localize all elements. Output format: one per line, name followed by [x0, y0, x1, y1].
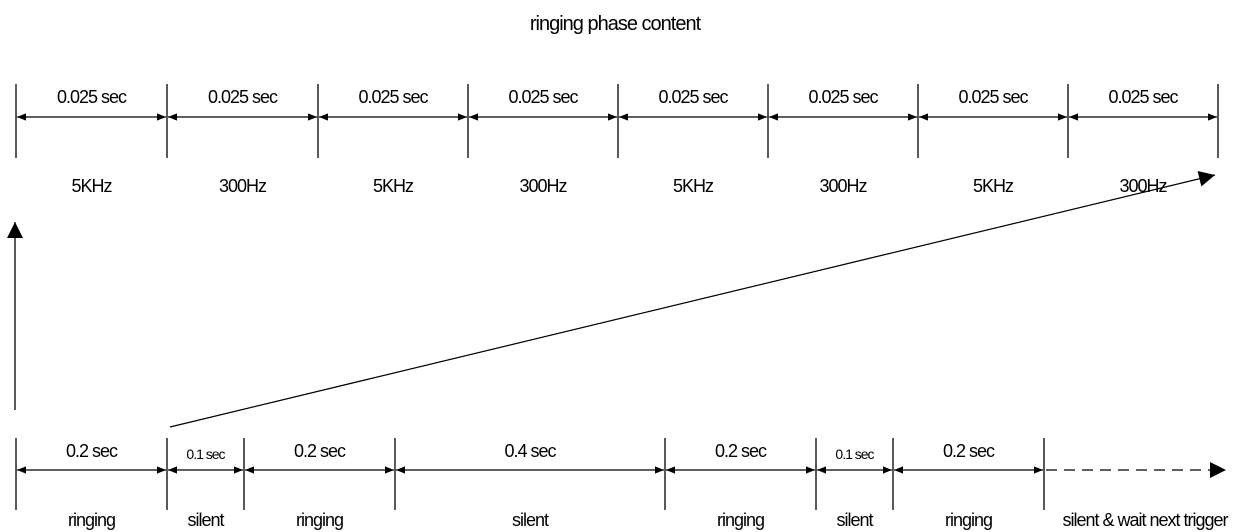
bottom-duration-label: 0.1 sec: [186, 446, 225, 462]
top-frequency-label: 5KHz: [673, 176, 714, 196]
top-duration-label: 0.025 sec: [658, 87, 728, 107]
bottom-state-label: ringing: [296, 510, 343, 530]
bottom-duration-label: 0.2 sec: [715, 441, 767, 461]
bottom-state-label: ringing: [68, 510, 115, 530]
bottom-duration-label: 0.2 sec: [66, 441, 118, 461]
bottom-state-label: silent: [187, 510, 224, 530]
top-frequency-label: 300Hz: [519, 176, 567, 196]
bottom-state-label: silent: [836, 510, 873, 530]
top-row: 0.025 sec 5KHz 0.025 sec 300Hz 0.025 sec 5KHz…: [15, 84, 1219, 196]
bottom-row: 0.2 sec ringing 0.1 sec silent 0.2 sec ringin…: [15, 438, 1230, 530]
top-frequency-label: 5KHz: [973, 176, 1014, 196]
top-duration-label: 0.025 sec: [208, 87, 278, 107]
bottom-duration-label: 0.2 sec: [943, 441, 995, 461]
bottom-state-label: ringing: [717, 510, 764, 530]
top-frequency-label: 300Hz: [1119, 176, 1167, 196]
top-duration-label: 0.025 sec: [958, 87, 1028, 107]
top-duration-label: 0.025 sec: [358, 87, 428, 107]
top-frequency-label: 5KHz: [71, 176, 112, 196]
bottom-duration-label: 0.4 sec: [504, 441, 556, 461]
bottom-state-label: silent: [512, 510, 549, 530]
top-duration-label: 0.025 sec: [57, 87, 127, 107]
top-frequency-label: 300Hz: [219, 176, 267, 196]
bottom-state-label: ringing: [945, 510, 992, 530]
top-frequency-label: 300Hz: [819, 176, 867, 196]
top-duration-label: 0.025 sec: [808, 87, 878, 107]
zoom-connector-arrow: [169, 170, 1216, 428]
diagram-title: ringing phase content: [530, 13, 702, 35]
bottom-duration-label: 0.2 sec: [294, 441, 346, 461]
top-duration-label: 0.025 sec: [508, 87, 578, 107]
top-duration-label: 0.025 sec: [1108, 87, 1178, 107]
top-frequency-label: 5KHz: [373, 176, 414, 196]
tail-state-label: silent & wait next trigger: [1062, 510, 1228, 530]
bottom-duration-label: 0.1 sec: [835, 446, 874, 462]
